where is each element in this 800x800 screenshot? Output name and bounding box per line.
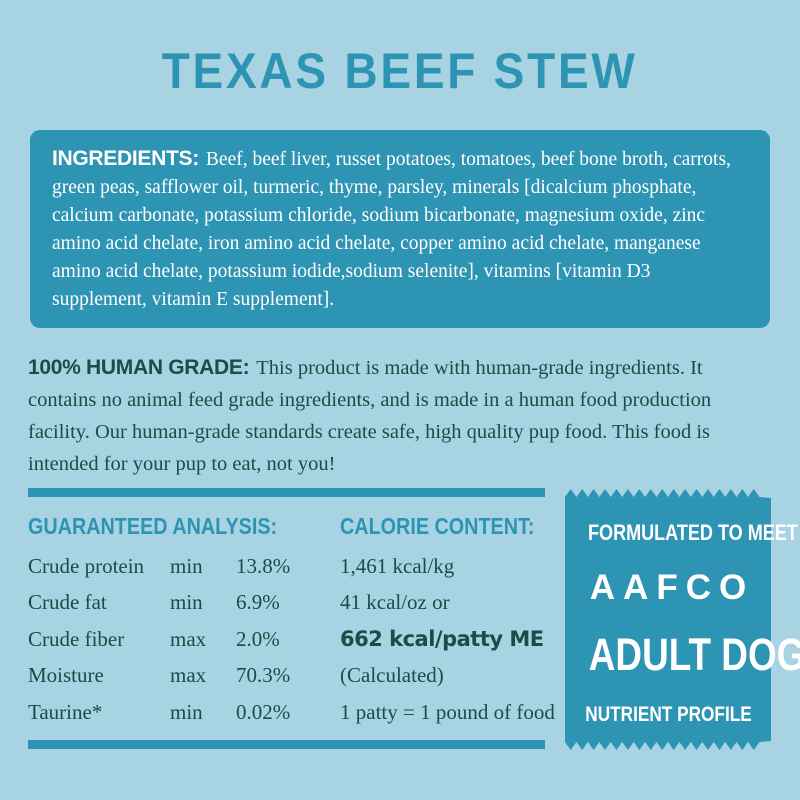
human-grade-text: This product is made with human-grade in… [28, 357, 712, 475]
nutrient-name: Crude fiber [28, 626, 125, 651]
calorie-content-list: 1,461 kcal/kg 41 kcal/oz or 662 kcal/pat… [340, 548, 555, 731]
table-row: Moisture max 70.3% [28, 658, 328, 695]
nutrient-value: 0.02% [236, 699, 291, 724]
nutrient-basis: max [170, 626, 207, 651]
nutrient-name: Moisture [28, 663, 104, 688]
nutrient-value: 6.9% [236, 590, 280, 615]
calorie-line: 41 kcal/oz or [340, 590, 450, 615]
zigzag-bottom-edge [565, 741, 771, 750]
nutrient-value: 2.0% [236, 626, 280, 651]
table-row: Crude fiber max 2.0% [28, 621, 328, 658]
top-divider-bar [28, 488, 545, 497]
calorie-line: (Calculated) [340, 663, 444, 688]
table-row: Crude protein min 13.8% [28, 548, 328, 585]
product-name: TEXAS BEEF STEW [162, 43, 638, 99]
guaranteed-analysis-table: Crude protein min 13.8% Crude fat min 6.… [28, 548, 328, 731]
aafco-badge: FORMULATED TO MEET AAFCO ADULT DOG NUTRI… [565, 489, 800, 750]
nutrient-value: 13.8% [236, 553, 291, 578]
bottom-divider-bar [28, 740, 545, 749]
calorie-line: 1 patty = 1 pound of food [340, 699, 555, 724]
calorie-line-emphasis: 662 kcal/patty ME [340, 627, 544, 652]
nutrient-name: Crude protein [28, 553, 145, 578]
table-row: Crude fat min 6.9% [28, 585, 328, 622]
ingredients-panel: INGREDIENTS: Beef, beef liver, russet pot… [30, 130, 770, 328]
nutrient-name: Taurine* [28, 699, 103, 724]
badge-line-aafco: AAFCO [589, 567, 755, 607]
badge-line-nutrient-profile-text: NUTRIENT PROFILE [584, 702, 752, 726]
human-grade-section: 100% HUMAN GRADE: This product is made wi… [28, 352, 774, 480]
nutrient-value: 70.3% [236, 663, 291, 688]
badge-line-nutrient-profile: NUTRIENT PROFILE [565, 703, 771, 727]
guaranteed-analysis-heading: GUARANTEED ANALYSIS: [28, 513, 318, 540]
nutrient-name: Crude fat [28, 590, 107, 615]
ingredients-label: INGREDIENTS: [52, 147, 199, 170]
nutrient-basis: min [170, 590, 203, 615]
badge-line-formulated-text: FORMULATED TO MEET [588, 520, 798, 545]
calorie-content-heading-text: CALORIE CONTENT: [340, 513, 535, 539]
zigzag-top-edge [565, 489, 771, 498]
badge-line-formulated: FORMULATED TO MEET [565, 520, 798, 546]
nutrient-basis: min [170, 553, 203, 578]
ingredients-text: Beef, beef liver, russet potatoes, tomat… [52, 149, 731, 310]
human-grade-label: 100% HUMAN GRADE: [28, 356, 250, 379]
guaranteed-analysis-heading-text: GUARANTEED ANALYSIS: [28, 513, 278, 539]
page-title: TEXAS BEEF STEW [0, 42, 800, 100]
nutrient-basis: min [170, 699, 203, 724]
badge-line-adult-dog: ADULT DOG [565, 629, 800, 681]
calorie-line: 1,461 kcal/kg [340, 553, 455, 578]
aafco-badge-body: FORMULATED TO MEET AAFCO ADULT DOG NUTRI… [565, 498, 800, 741]
calorie-content-heading: CALORIE CONTENT: [340, 513, 566, 540]
badge-line-adult-dog-text: ADULT DOG [588, 629, 800, 681]
nutrient-basis: max [170, 663, 207, 688]
table-row: Taurine* min 0.02% [28, 694, 328, 731]
